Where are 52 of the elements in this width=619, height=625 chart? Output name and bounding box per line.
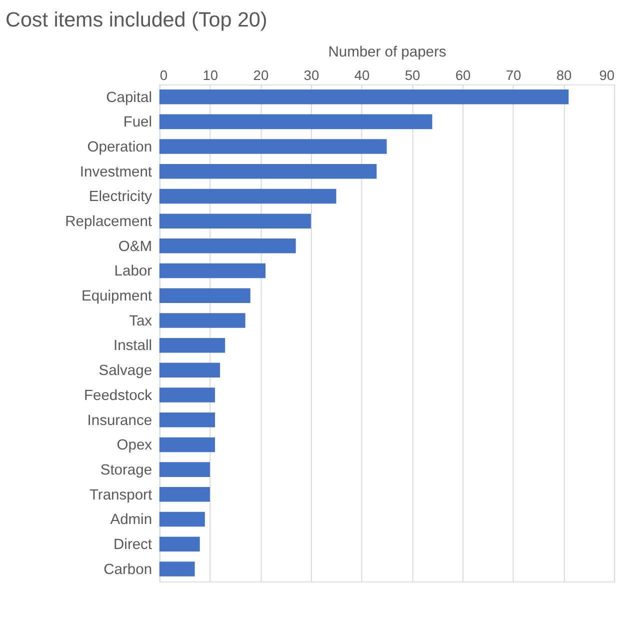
y-tick-label: Install xyxy=(113,338,152,354)
y-tick-label: Transport xyxy=(89,487,152,504)
x-tick-label: 40 xyxy=(354,68,370,83)
y-tick-label: Replacement xyxy=(65,214,152,230)
bar xyxy=(159,139,387,154)
y-tick-label: Salvage xyxy=(98,363,152,380)
bar xyxy=(159,263,266,278)
x-tick-label: 30 xyxy=(304,68,320,83)
x-tick-label: 10 xyxy=(202,68,218,83)
x-tick-label: 60 xyxy=(455,68,472,83)
y-tick-label: Investment xyxy=(80,164,152,180)
bar xyxy=(159,512,205,527)
bar xyxy=(159,362,220,378)
bar xyxy=(159,536,200,552)
y-tick-label: Feedstock xyxy=(84,388,153,404)
y-tick-label: Storage xyxy=(100,462,152,478)
bar xyxy=(159,238,296,254)
y-tick-label: Equipment xyxy=(82,288,152,305)
y-tick-label: Electricity xyxy=(88,189,153,206)
bar xyxy=(159,437,215,452)
x-axis-title: Number of papers xyxy=(328,44,446,60)
x-tick-label: 80 xyxy=(556,68,572,83)
x-tick-label: 70 xyxy=(506,68,522,83)
x-tick-label: 0 xyxy=(160,68,168,83)
y-tick-label: Opex xyxy=(116,438,153,454)
bar xyxy=(159,188,336,204)
x-tick-label: 50 xyxy=(404,68,420,83)
bar xyxy=(159,89,569,104)
chart-title: Cost items included (Top 20) xyxy=(6,8,268,32)
y-tick-label: Tax xyxy=(129,313,153,330)
y-tick-label: Admin xyxy=(110,512,152,528)
bar xyxy=(159,164,377,179)
bar xyxy=(159,462,210,477)
y-tick-label: Carbon xyxy=(104,562,152,578)
bar xyxy=(159,214,311,228)
y-tick-label: Capital xyxy=(106,90,152,106)
y-tick-label: O&M xyxy=(118,238,152,255)
bar xyxy=(159,313,246,328)
bar xyxy=(159,388,215,402)
bar xyxy=(159,288,250,304)
bar xyxy=(159,412,215,428)
bar xyxy=(159,338,226,353)
y-tick-label: Labor xyxy=(114,264,152,280)
y-tick-label: Operation xyxy=(87,139,152,156)
x-tick-label: 90 xyxy=(599,68,615,83)
y-tick-label: Fuel xyxy=(123,114,152,131)
x-tick-label: 20 xyxy=(253,68,269,83)
bar xyxy=(159,562,195,576)
bar xyxy=(159,487,210,502)
y-tick-label: Direct xyxy=(114,537,152,554)
y-tick-label: Insurance xyxy=(87,412,152,429)
bar xyxy=(159,114,432,130)
